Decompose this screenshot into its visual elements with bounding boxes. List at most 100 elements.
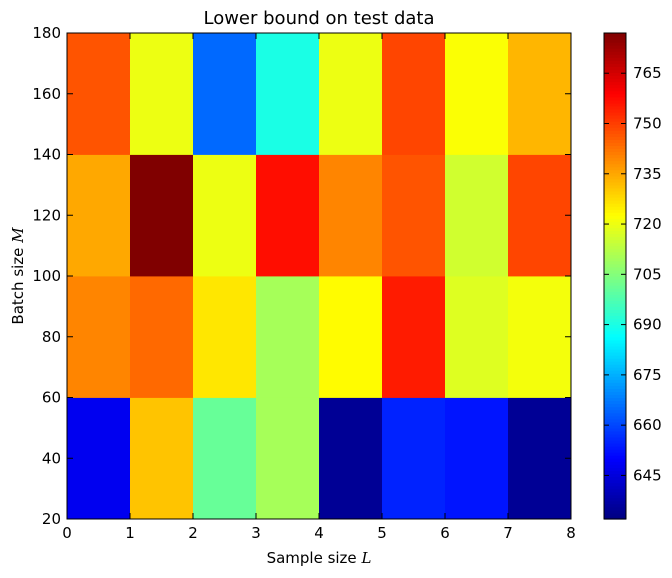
colorbar-segment [604,345,626,350]
colorbar-segment [604,415,626,420]
colorbar-segment [604,209,626,213]
colorbar-segment [604,212,626,216]
colorbar-segment [604,111,626,116]
colorbar-segment [604,218,626,222]
colorbar-segment [604,54,626,58]
colorbar-segment [604,300,626,304]
colorbar-segment [604,473,626,478]
heatmap-cell [382,276,446,398]
colorbar-segment [604,157,626,162]
colorbar-segment [604,464,626,468]
colorbar-segment [604,333,626,338]
colorbar-segment [604,397,626,402]
colorbar-segment [604,512,626,517]
colorbar-segment [604,503,626,508]
x-tick-label: 5 [377,524,387,542]
colorbar-segment [604,63,626,68]
colorbar-segment [604,193,626,198]
colorbar-segment [604,348,626,353]
colorbar-segment [604,494,626,499]
colorbar-tick-label: 690 [633,316,662,334]
x-tick-label: 0 [62,524,72,542]
colorbar-segment [604,318,626,323]
colorbar-segment [604,379,626,383]
colorbar-segment [604,260,626,265]
colorbar-segment [604,276,626,280]
colorbar-segment [604,78,626,83]
heatmap-cell [193,397,257,520]
colorbar-segment [604,48,626,52]
colorbar-segment [604,233,626,238]
x-tick-label: 4 [314,524,324,542]
colorbar-segment [604,215,626,219]
colorbar-segment [604,139,626,143]
colorbar-segment [604,115,626,119]
colorbar-segment [604,358,626,362]
heatmap-cell [67,33,131,155]
chart-title: Lower bound on test data [203,8,434,29]
colorbar-segment [604,455,626,459]
y-tick-label: 100 [32,267,61,285]
colorbar-segment [604,303,626,307]
colorbar-segment [604,291,626,295]
heatmap-cell [256,276,320,398]
colorbar-segment [604,60,626,64]
colorbar-segment [604,72,626,77]
colorbar-segment [604,130,626,134]
colorbar-segment [604,269,626,274]
colorbar-segment [604,330,626,335]
colorbar-segment [604,440,626,444]
colorbar-segment [604,87,626,92]
colorbar-segment [604,443,626,447]
colorbar-segment [604,254,626,259]
colorbar-segment [604,370,626,374]
colorbar-segment [604,133,626,137]
colorbar-segment [604,181,626,186]
heatmap-cell [130,276,194,398]
x-tick-label: 1 [125,524,135,542]
colorbar-segment [604,221,626,225]
colorbar-segment [604,96,626,101]
colorbar-segment [604,327,626,332]
colorbar-frame [603,32,627,520]
colorbar-segment [604,163,626,168]
colorbar-segment [604,452,626,456]
colorbar-segment [604,351,626,356]
colorbar-segment [604,354,626,359]
colorbar-segment [604,169,626,174]
colorbar-segment [604,285,626,289]
heatmap-cell [130,154,194,277]
colorbar-segment [604,482,626,487]
colorbar-segment [604,306,626,311]
colorbar-segment [604,339,626,344]
colorbar-segment [604,69,626,74]
colorbar-segment [604,485,626,490]
colorbar-segment [604,257,626,262]
colorbar-segment [604,99,626,104]
colorbar-segment [604,266,626,271]
x-tick-label: 6 [440,524,450,542]
colorbar-segment [604,51,626,55]
x-axis-label: Sample size L [267,549,372,567]
colorbar-tick-label: 660 [633,416,662,434]
colorbar-segment [604,230,626,235]
heatmap-cell [319,276,383,398]
y-tick-label: 120 [32,206,61,224]
x-tick-label: 7 [503,524,513,542]
colorbar-tick-label: 645 [633,466,662,484]
x-axis-ticks: 0 1 2 3 4 5 6 7 8 [62,33,576,542]
heatmap-cell [445,33,509,155]
colorbar-segment [604,424,626,429]
x-tick-label: 8 [566,524,576,542]
colorbar-segment [604,263,626,268]
colorbar-segment [604,245,626,250]
heatmap-cell [130,397,194,520]
colorbar-segment [604,324,626,329]
colorbar-segment [604,418,626,423]
colorbar-segment [604,385,626,389]
colorbar-segment [604,436,626,441]
y-tick-label: 60 [42,389,61,407]
colorbar-segment [604,118,626,122]
heatmap-cell [382,154,446,277]
colorbar-segment [604,515,626,520]
